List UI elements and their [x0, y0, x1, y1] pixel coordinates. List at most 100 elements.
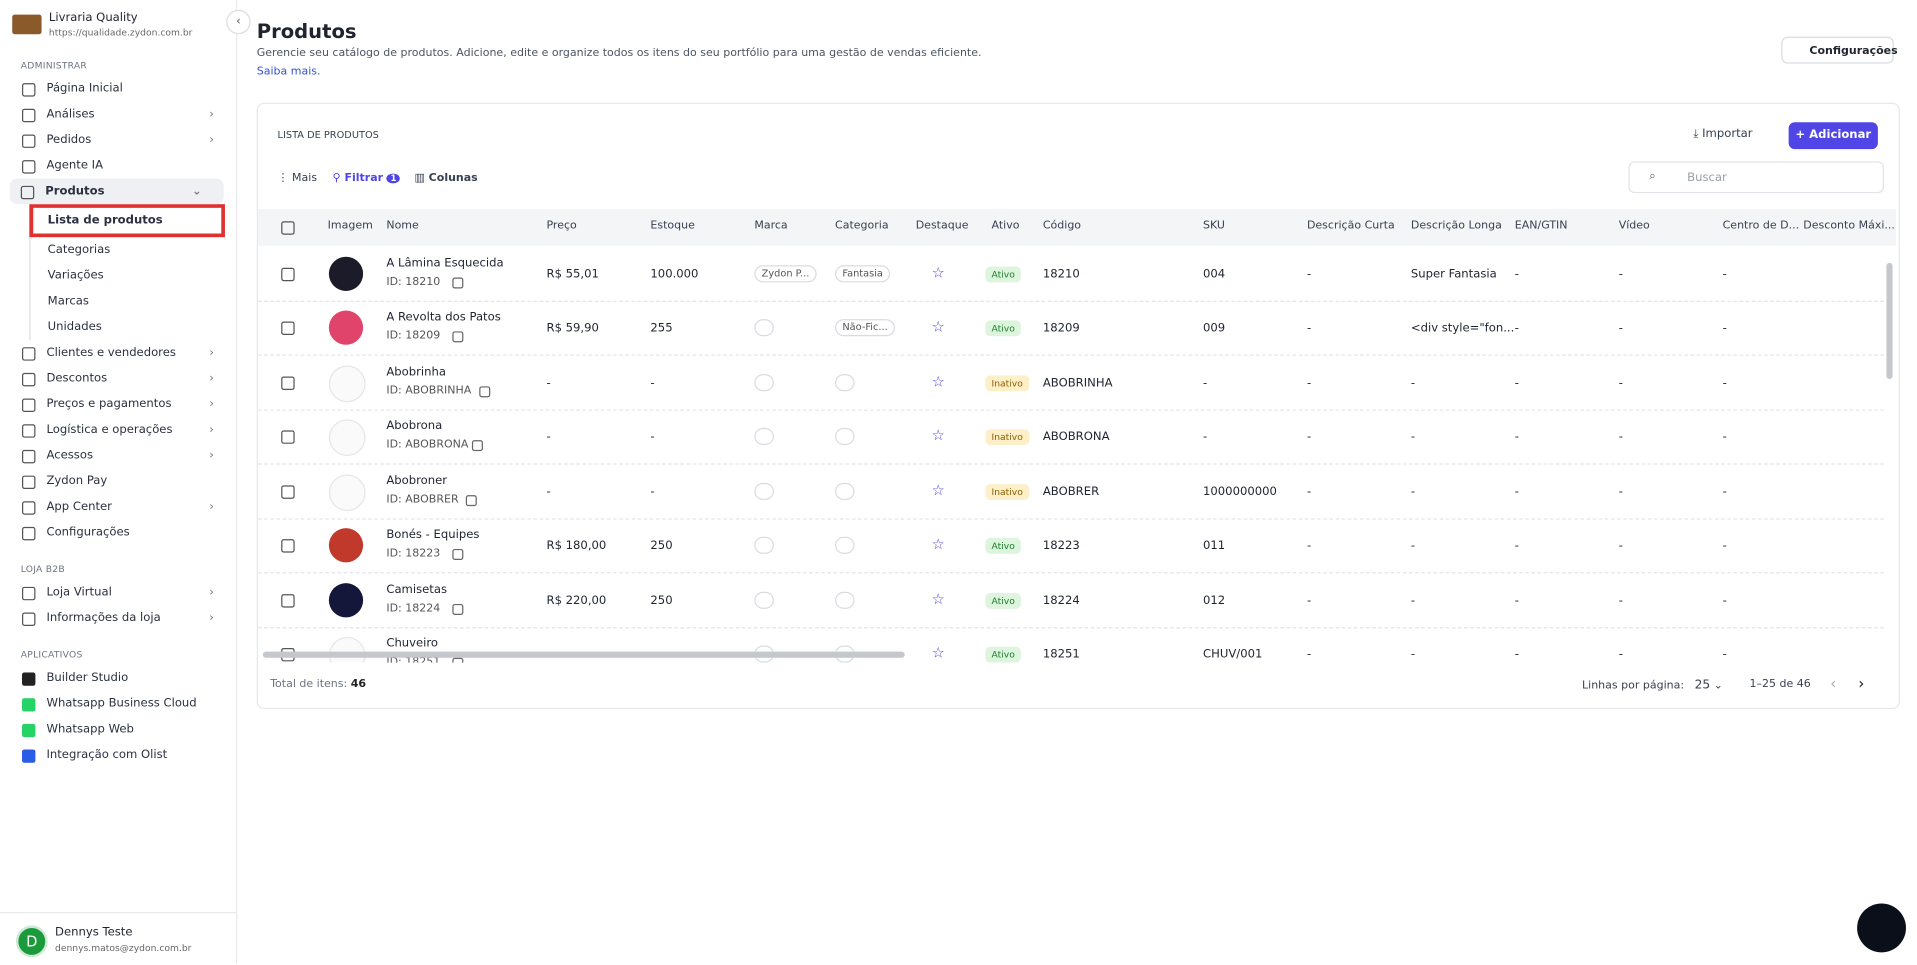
nav-item[interactable]: Integração com Olist [0, 742, 236, 768]
v-scrollbar[interactable] [1886, 262, 1893, 379]
cell-value: - [1722, 376, 1727, 391]
featured-star[interactable]: ☆ [931, 372, 945, 391]
featured-star[interactable]: ☆ [931, 264, 945, 282]
nav-icon [22, 347, 36, 361]
nav-subitem[interactable]: Categorias [29, 237, 236, 263]
cell-value: - [1722, 267, 1727, 282]
product-thumbnail [328, 528, 364, 563]
cell-value: - [1410, 539, 1416, 553]
store-logo [12, 14, 42, 35]
status-badge: Inativo [985, 375, 1029, 392]
nav-item[interactable]: Análises › [0, 101, 236, 127]
featured-star[interactable]: ☆ [931, 535, 945, 553]
filter-count: 1 [386, 173, 401, 184]
nav-subitem[interactable]: Variações [29, 262, 236, 289]
nav-item[interactable]: Clientes e vendedores › [0, 340, 236, 366]
nav-icon [22, 424, 36, 438]
nav-item[interactable]: Informações da loja › [0, 605, 236, 631]
nav-item[interactable]: Builder Studio [0, 665, 236, 691]
row-checkbox[interactable] [281, 485, 295, 499]
cell-value: - [1306, 430, 1312, 444]
nav-label: Descontos [46, 371, 108, 386]
select-all-checkbox[interactable] [281, 221, 295, 235]
nav-subitem[interactable]: Lista de produtos [29, 204, 225, 238]
price: R$ 180,00 [546, 539, 607, 553]
cell-value: 004 [1203, 267, 1226, 282]
nav-item[interactable]: Whatsapp Business Cloud [0, 691, 236, 717]
nav-item[interactable]: Descontos › [0, 366, 236, 392]
nav-item[interactable]: Preços e pagamentos › [0, 391, 236, 417]
nav-item[interactable]: Loja Virtual › [0, 580, 236, 606]
featured-star[interactable]: ☆ [931, 317, 945, 335]
column-header: Estoque [650, 220, 695, 233]
settings-label: Configurações [1809, 45, 1898, 58]
cell-value: - [1514, 376, 1519, 391]
product-name: Camisetas [386, 583, 448, 597]
filter-button[interactable]: ⚲ Filtrar 1 [333, 172, 401, 185]
learn-more-link[interactable]: Saiba mais. [256, 66, 321, 79]
featured-star[interactable]: ☆ [931, 644, 945, 662]
h-scrollbar[interactable] [262, 651, 905, 658]
cell-value: - [1618, 376, 1623, 391]
user-email: dennys.matos@zydon.com.br [55, 942, 192, 954]
category [835, 482, 855, 501]
nav-item[interactable]: Pedidos › [0, 127, 236, 153]
nav-item[interactable]: Produtos ⌄ [9, 178, 224, 205]
cell-value: - [1722, 430, 1727, 444]
nav-subitem[interactable]: Unidades [29, 314, 236, 340]
nav-item[interactable]: Zydon Pay [0, 468, 236, 494]
stock: 250 [650, 594, 673, 608]
columns-button[interactable]: ▥ Colunas [414, 172, 478, 185]
status-badge: Ativo [985, 320, 1021, 337]
add-button[interactable]: + Adicionar [1788, 122, 1878, 150]
cell-value: - [1618, 430, 1623, 444]
row-checkbox[interactable] [281, 594, 295, 608]
nav-item[interactable]: Whatsapp Web [0, 716, 236, 742]
cell-value: - [1306, 594, 1312, 608]
row-checkbox[interactable] [281, 539, 295, 553]
cell-value: - [1514, 430, 1519, 444]
prev-page[interactable]: ‹ [1830, 674, 1837, 692]
nav-item[interactable]: Configurações [0, 520, 236, 546]
product-name: Abobrona [386, 419, 443, 433]
chevron: › [209, 500, 214, 514]
nav-icon [22, 698, 36, 712]
category [835, 374, 855, 392]
user-panel[interactable]: D Dennys Teste dennys.matos@zydon.com.br [0, 912, 236, 965]
row-checkbox[interactable] [281, 430, 295, 444]
settings-button[interactable]: Configurações [1781, 36, 1898, 64]
row-checkbox[interactable] [281, 267, 295, 282]
featured-star[interactable]: ☆ [931, 481, 945, 499]
collapse-button[interactable]: ‹ [226, 9, 251, 35]
rows-per-page-select[interactable]: 25 [1694, 678, 1711, 692]
rows-per-page-label: Linhas por página: [1582, 679, 1685, 692]
nav-item[interactable]: Logística e operações › [0, 417, 236, 443]
brand [754, 536, 774, 554]
next-page[interactable]: › [1858, 674, 1865, 692]
product-thumbnail [328, 583, 364, 618]
more-button[interactable]: ⋮ Mais [277, 172, 318, 185]
price: - [546, 485, 551, 499]
nav-item[interactable]: Agente IA [0, 153, 236, 179]
row-checkbox[interactable] [281, 376, 295, 391]
product-card [256, 102, 1900, 710]
nav-icon [22, 672, 36, 686]
column-header: Vídeo [1618, 220, 1650, 233]
nav-subitem[interactable]: Marcas [29, 288, 236, 315]
nav-item[interactable]: App Center › [0, 494, 236, 520]
row-checkbox[interactable] [281, 321, 295, 335]
nav-item[interactable]: Página Inicial [0, 76, 236, 102]
nav-icon [22, 475, 36, 490]
cell-value: 18223 [1042, 539, 1080, 553]
import-button[interactable]: ⤓ Importar [1693, 127, 1753, 141]
row-divider [257, 409, 1884, 411]
search-input[interactable]: ⌕ Buscar [1628, 161, 1884, 194]
featured-star[interactable]: ☆ [931, 426, 945, 444]
nav-icon [22, 526, 36, 541]
chat-button[interactable] [1857, 903, 1907, 953]
featured-star[interactable]: ☆ [931, 590, 945, 608]
nav-icon [22, 749, 36, 763]
nav-item[interactable]: Acessos › [0, 443, 236, 469]
brand [754, 591, 774, 609]
status-badge: Inativo [985, 484, 1029, 501]
